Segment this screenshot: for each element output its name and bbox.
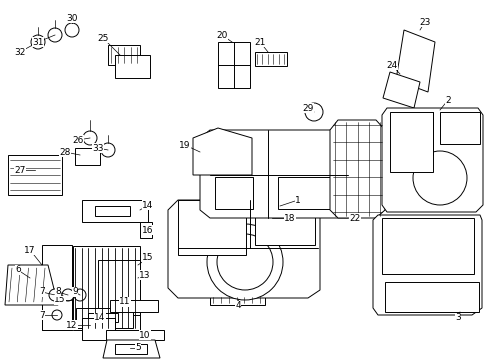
Text: 6: 6 xyxy=(15,266,21,274)
Text: 17: 17 xyxy=(24,246,36,255)
Polygon shape xyxy=(42,245,72,330)
Polygon shape xyxy=(108,45,140,65)
Circle shape xyxy=(49,289,61,301)
Polygon shape xyxy=(5,265,58,305)
Bar xyxy=(73,246,140,330)
Text: 7: 7 xyxy=(39,288,45,297)
Polygon shape xyxy=(82,318,115,340)
Polygon shape xyxy=(329,120,384,218)
Text: 2: 2 xyxy=(444,95,450,104)
Circle shape xyxy=(48,28,62,42)
Bar xyxy=(115,344,147,354)
Polygon shape xyxy=(382,72,419,108)
Circle shape xyxy=(74,289,86,301)
Text: 7: 7 xyxy=(39,310,45,320)
Circle shape xyxy=(305,103,323,121)
Bar xyxy=(215,177,252,209)
Circle shape xyxy=(52,310,62,320)
Bar xyxy=(439,112,479,144)
Text: 15: 15 xyxy=(142,253,153,262)
Text: 23: 23 xyxy=(418,18,430,27)
Circle shape xyxy=(62,289,74,301)
Text: 32: 32 xyxy=(14,48,26,57)
Circle shape xyxy=(65,23,79,37)
Bar xyxy=(106,330,163,340)
Bar xyxy=(209,295,264,305)
Text: 3: 3 xyxy=(454,314,460,323)
Text: 11: 11 xyxy=(119,297,130,306)
Text: 4: 4 xyxy=(235,302,240,310)
Text: 14: 14 xyxy=(142,201,153,210)
Bar xyxy=(98,260,140,315)
Bar xyxy=(110,300,158,312)
Text: 29: 29 xyxy=(302,104,313,113)
Text: 10: 10 xyxy=(139,330,150,339)
Polygon shape xyxy=(42,295,72,330)
Text: 19: 19 xyxy=(179,140,190,149)
Polygon shape xyxy=(8,155,62,195)
Text: 28: 28 xyxy=(59,148,71,157)
Text: 8: 8 xyxy=(55,288,61,297)
Text: 27: 27 xyxy=(14,166,26,175)
Circle shape xyxy=(206,224,283,300)
Text: 22: 22 xyxy=(348,213,360,222)
Text: 14: 14 xyxy=(94,314,105,323)
Polygon shape xyxy=(82,200,148,222)
Polygon shape xyxy=(75,148,100,165)
Text: 20: 20 xyxy=(216,31,227,40)
Bar xyxy=(278,177,337,209)
Text: 13: 13 xyxy=(139,270,150,279)
Circle shape xyxy=(101,143,115,157)
Circle shape xyxy=(217,234,272,290)
Polygon shape xyxy=(115,55,150,78)
Polygon shape xyxy=(103,340,160,358)
Polygon shape xyxy=(395,30,434,92)
Polygon shape xyxy=(168,200,319,298)
Bar xyxy=(254,52,286,66)
Text: 21: 21 xyxy=(254,37,265,46)
Text: 15: 15 xyxy=(54,296,65,305)
Text: 9: 9 xyxy=(72,288,78,297)
Circle shape xyxy=(412,151,466,205)
Text: 25: 25 xyxy=(97,33,108,42)
Bar xyxy=(178,200,245,255)
Text: 30: 30 xyxy=(66,14,78,23)
Text: 18: 18 xyxy=(284,213,295,222)
Polygon shape xyxy=(218,42,249,88)
Bar xyxy=(389,112,432,172)
Text: 12: 12 xyxy=(66,320,78,329)
Bar xyxy=(88,313,118,322)
Text: 24: 24 xyxy=(386,60,397,69)
Polygon shape xyxy=(381,108,482,212)
Polygon shape xyxy=(140,222,152,238)
Polygon shape xyxy=(372,215,481,315)
Text: 26: 26 xyxy=(72,135,83,144)
Text: 1: 1 xyxy=(295,195,300,204)
Text: 5: 5 xyxy=(135,343,141,352)
Bar xyxy=(95,206,130,216)
Text: 33: 33 xyxy=(92,144,103,153)
Circle shape xyxy=(31,35,45,49)
Bar xyxy=(254,200,314,245)
Polygon shape xyxy=(76,308,133,328)
Polygon shape xyxy=(200,130,359,218)
Text: 16: 16 xyxy=(142,225,153,234)
Circle shape xyxy=(83,131,97,145)
Bar xyxy=(384,282,478,312)
Text: 31: 31 xyxy=(32,37,43,46)
Polygon shape xyxy=(193,128,251,175)
Bar xyxy=(381,218,473,274)
